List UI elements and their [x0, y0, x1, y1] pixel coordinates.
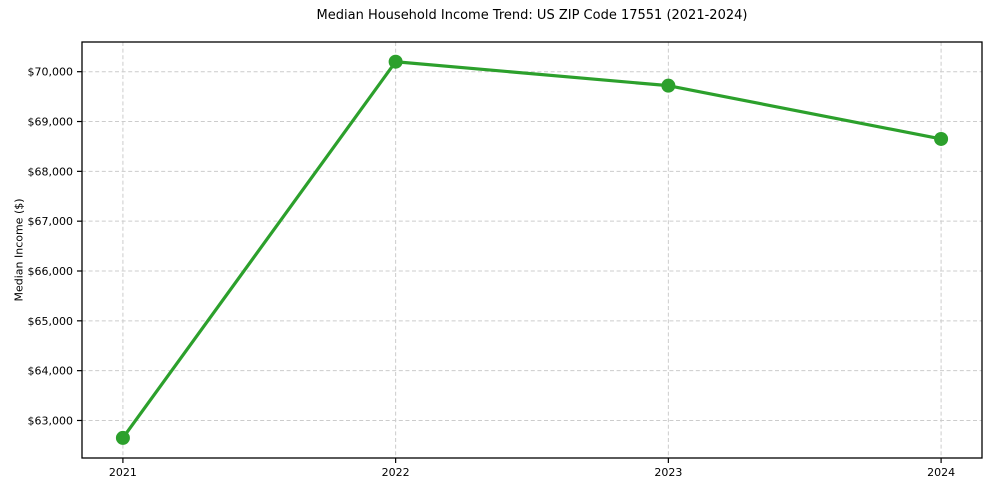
y-tick-label: $63,000 — [28, 414, 74, 427]
data-point-2024 — [934, 131, 949, 146]
trend-line — [121, 60, 943, 440]
x-tick-label: 2022 — [382, 466, 410, 479]
y-tick-label: $68,000 — [28, 165, 74, 178]
x-tick-label: 2021 — [109, 466, 137, 479]
y-tick-label: $64,000 — [28, 365, 74, 378]
y-tick-label: $65,000 — [28, 315, 74, 328]
y-tick-label: $70,000 — [28, 66, 74, 79]
data-point-2022 — [388, 54, 403, 69]
y-tick-label: $67,000 — [28, 215, 74, 228]
chart-title: Median Household Income Trend: US ZIP Co… — [316, 8, 748, 23]
y-tick-label: $66,000 — [28, 265, 74, 278]
plot-border — [81, 41, 983, 459]
data-point-2023 — [661, 78, 676, 93]
x-tick-label: 2023 — [654, 466, 682, 479]
x-tick-label: 2024 — [927, 466, 955, 479]
y-tick-label: $69,000 — [28, 116, 74, 129]
data-point-2021 — [115, 430, 130, 445]
